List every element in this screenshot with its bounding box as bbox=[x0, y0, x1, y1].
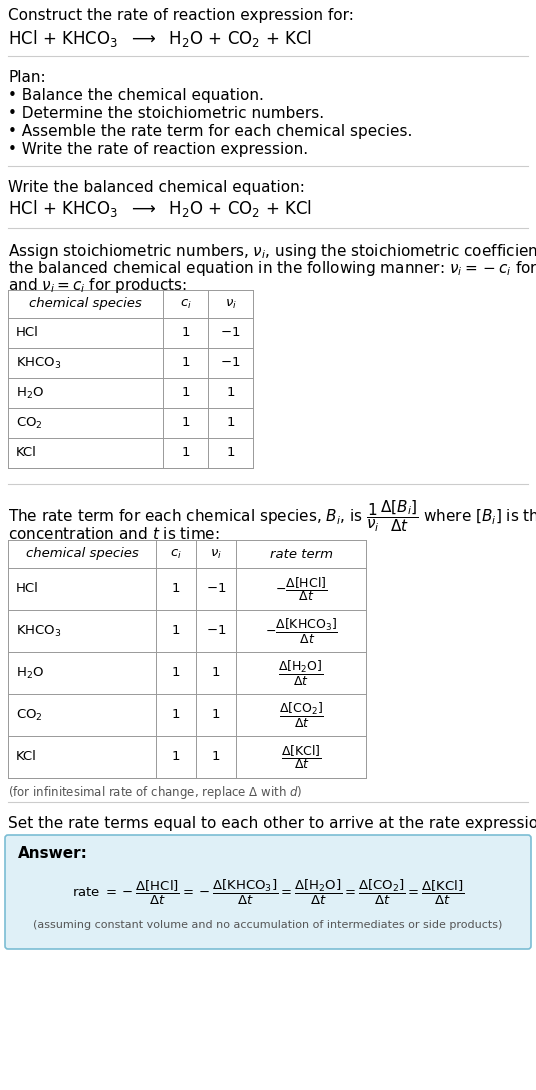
Text: KCl: KCl bbox=[16, 751, 37, 763]
Text: 1: 1 bbox=[172, 708, 180, 722]
Text: (for infinitesimal rate of change, replace $\Delta$ with $d$): (for infinitesimal rate of change, repla… bbox=[8, 784, 302, 801]
Text: • Determine the stoichiometric numbers.: • Determine the stoichiometric numbers. bbox=[8, 106, 324, 121]
Text: $-1$: $-1$ bbox=[220, 356, 241, 370]
Text: 1: 1 bbox=[172, 751, 180, 763]
Text: 1: 1 bbox=[181, 327, 190, 339]
Text: HCl + KHCO$_3$  $\longrightarrow$  H$_2$O + CO$_2$ + KCl: HCl + KHCO$_3$ $\longrightarrow$ H$_2$O … bbox=[8, 28, 312, 49]
Text: 1: 1 bbox=[226, 387, 235, 400]
Text: Answer:: Answer: bbox=[18, 846, 88, 861]
Text: CO$_2$: CO$_2$ bbox=[16, 707, 43, 723]
Text: rate $= -\dfrac{\Delta[\mathrm{HCl}]}{\Delta t} = -\dfrac{\Delta[\mathrm{KHCO_3}: rate $= -\dfrac{\Delta[\mathrm{HCl}]}{\D… bbox=[72, 877, 464, 907]
Text: $-1$: $-1$ bbox=[206, 625, 226, 638]
Text: 1: 1 bbox=[212, 751, 220, 763]
Text: 1: 1 bbox=[181, 447, 190, 460]
Text: 1: 1 bbox=[172, 582, 180, 595]
Text: $-\dfrac{\Delta[\mathrm{KHCO_3}]}{\Delta t}$: $-\dfrac{\Delta[\mathrm{KHCO_3}]}{\Delta… bbox=[264, 617, 338, 645]
Text: • Balance the chemical equation.: • Balance the chemical equation. bbox=[8, 88, 264, 102]
Text: 1: 1 bbox=[226, 447, 235, 460]
Text: KHCO$_3$: KHCO$_3$ bbox=[16, 623, 62, 639]
Text: the balanced chemical equation in the following manner: $\nu_i = -c_i$ for react: the balanced chemical equation in the fo… bbox=[8, 259, 536, 278]
Text: Plan:: Plan: bbox=[8, 70, 46, 85]
Text: $c_i$: $c_i$ bbox=[170, 547, 182, 560]
Text: 1: 1 bbox=[212, 708, 220, 722]
Text: 1: 1 bbox=[172, 625, 180, 638]
Text: concentration and $t$ is time:: concentration and $t$ is time: bbox=[8, 526, 220, 542]
Text: $c_i$: $c_i$ bbox=[180, 298, 191, 311]
Text: chemical species: chemical species bbox=[29, 298, 142, 311]
Text: $-1$: $-1$ bbox=[220, 327, 241, 339]
Text: H$_2$O: H$_2$O bbox=[16, 666, 44, 680]
Text: $\nu_i$: $\nu_i$ bbox=[225, 298, 236, 311]
Text: 1: 1 bbox=[226, 416, 235, 429]
Text: Write the balanced chemical equation:: Write the balanced chemical equation: bbox=[8, 180, 305, 195]
Text: and $\nu_i = c_i$ for products:: and $\nu_i = c_i$ for products: bbox=[8, 276, 187, 295]
Text: $\dfrac{\Delta[\mathrm{CO_2}]}{\Delta t}$: $\dfrac{\Delta[\mathrm{CO_2}]}{\Delta t}… bbox=[279, 701, 323, 729]
Text: $-1$: $-1$ bbox=[206, 582, 226, 595]
Text: Set the rate terms equal to each other to arrive at the rate expression:: Set the rate terms equal to each other t… bbox=[8, 816, 536, 831]
Text: CO$_2$: CO$_2$ bbox=[16, 415, 43, 431]
Text: $\dfrac{\Delta[\mathrm{H_2O}]}{\Delta t}$: $\dfrac{\Delta[\mathrm{H_2O}]}{\Delta t}… bbox=[278, 658, 324, 688]
Text: 1: 1 bbox=[181, 387, 190, 400]
Text: 1: 1 bbox=[172, 666, 180, 679]
Text: $\dfrac{\Delta[\mathrm{KCl}]}{\Delta t}$: $\dfrac{\Delta[\mathrm{KCl}]}{\Delta t}$ bbox=[281, 743, 322, 771]
Text: 1: 1 bbox=[181, 416, 190, 429]
Text: KHCO$_3$: KHCO$_3$ bbox=[16, 355, 62, 371]
Text: 1: 1 bbox=[212, 666, 220, 679]
Text: chemical species: chemical species bbox=[26, 547, 138, 560]
FancyBboxPatch shape bbox=[5, 835, 531, 949]
Text: KCl: KCl bbox=[16, 447, 37, 460]
Text: • Write the rate of reaction expression.: • Write the rate of reaction expression. bbox=[8, 142, 308, 157]
Text: Assign stoichiometric numbers, $\nu_i$, using the stoichiometric coefficients, $: Assign stoichiometric numbers, $\nu_i$, … bbox=[8, 242, 536, 261]
Text: (assuming constant volume and no accumulation of intermediates or side products): (assuming constant volume and no accumul… bbox=[33, 920, 503, 930]
Text: Construct the rate of reaction expression for:: Construct the rate of reaction expressio… bbox=[8, 8, 354, 23]
Text: $-\dfrac{\Delta[\mathrm{HCl}]}{\Delta t}$: $-\dfrac{\Delta[\mathrm{HCl}]}{\Delta t}… bbox=[275, 576, 327, 603]
Text: 1: 1 bbox=[181, 356, 190, 370]
Text: HCl: HCl bbox=[16, 327, 39, 339]
Text: rate term: rate term bbox=[270, 547, 332, 560]
Text: The rate term for each chemical species, $B_i$, is $\dfrac{1}{\nu_i}\dfrac{\Delt: The rate term for each chemical species,… bbox=[8, 498, 536, 534]
Text: HCl + KHCO$_3$  $\longrightarrow$  H$_2$O + CO$_2$ + KCl: HCl + KHCO$_3$ $\longrightarrow$ H$_2$O … bbox=[8, 198, 312, 219]
Text: H$_2$O: H$_2$O bbox=[16, 386, 44, 400]
Text: • Assemble the rate term for each chemical species.: • Assemble the rate term for each chemic… bbox=[8, 124, 412, 140]
Text: HCl: HCl bbox=[16, 582, 39, 595]
Text: $\nu_i$: $\nu_i$ bbox=[210, 547, 222, 560]
